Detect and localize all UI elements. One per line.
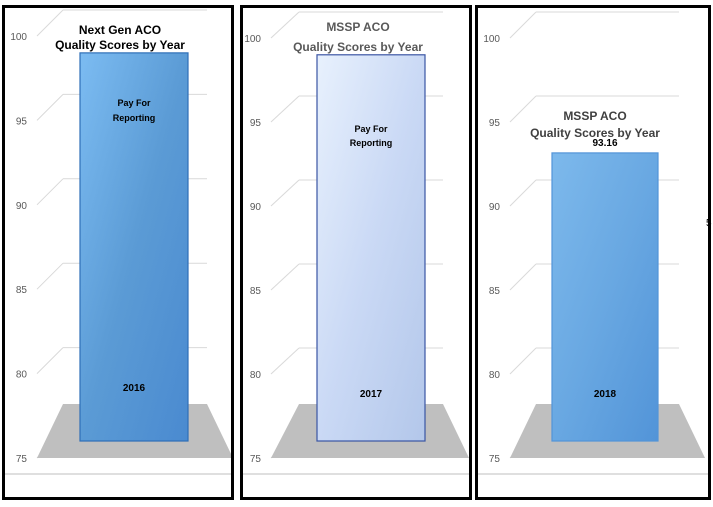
bar-annotation: Reporting xyxy=(350,138,393,148)
chart-title-line: Quality Scores by Year xyxy=(530,126,660,140)
chart-mssp-aco-2018: 75 80 85 90 95 100 MSSP ACO Quality Scores by Y… xyxy=(478,11,708,475)
y-tick-label: 85 xyxy=(250,286,262,297)
gridline-diagonal xyxy=(509,95,537,123)
gridline-diagonal xyxy=(270,179,300,207)
y-tick-label: 80 xyxy=(250,370,262,381)
gridline-diagonal xyxy=(509,179,537,207)
chart-title-line: MSSP ACO xyxy=(563,109,626,123)
bar-2018 xyxy=(551,152,659,442)
chart-panel-mssp-2018: 75 80 85 90 95 100 MSSP ACO Quality Scores by Y… xyxy=(475,5,711,500)
gridline-diagonal xyxy=(36,94,64,121)
gridline-diagonal xyxy=(509,11,537,39)
gridline-diagonal xyxy=(36,347,64,374)
chart-title-line: Quality Scores by Year xyxy=(293,40,423,54)
y-tick-label: 75 xyxy=(16,454,28,465)
y-tick-label: 100 xyxy=(244,34,261,45)
stray-text: 5 xyxy=(706,218,712,229)
chart-title-line: MSSP ACO xyxy=(326,20,389,34)
chart-title-line: Quality Scores by Year xyxy=(55,38,185,52)
y-tick-label: 80 xyxy=(16,370,28,381)
y-tick-label: 90 xyxy=(250,202,262,213)
y-tick-label: 90 xyxy=(16,201,28,212)
y-tick-label: 80 xyxy=(489,370,501,381)
y-tick-label: 75 xyxy=(489,454,501,465)
y-tick-label: 90 xyxy=(489,202,501,213)
chart-panel-next-gen-2016: 75 80 85 90 95 100 Next Gen ACO Quality Scores … xyxy=(2,5,234,500)
y-tick-label: 95 xyxy=(489,118,501,129)
gridline-diagonal xyxy=(270,263,300,291)
gridline-diagonal xyxy=(36,178,64,206)
chart-mssp-aco-2017: 75 80 85 90 95 100 MSSP ACO Quality Scores by Y… xyxy=(243,11,469,475)
gridline-diagonal xyxy=(270,11,300,39)
bar-2016 xyxy=(79,52,189,442)
bar-annotation: Pay For xyxy=(117,98,151,108)
y-tick-label: 95 xyxy=(250,118,262,129)
bar-2017 xyxy=(316,54,426,442)
gridline-diagonal xyxy=(509,347,537,375)
gridline-diagonal xyxy=(270,347,300,375)
y-tick-label: 100 xyxy=(483,34,500,45)
x-category-label: 2016 xyxy=(123,383,146,394)
y-tick-label: 85 xyxy=(489,286,501,297)
y-tick-label: 95 xyxy=(16,116,28,127)
chart-panel-mssp-2017: 75 80 85 90 95 100 MSSP ACO Quality Scores by Y… xyxy=(240,5,472,500)
y-tick-label: 75 xyxy=(250,454,262,465)
y-tick-label: 100 xyxy=(10,32,27,43)
data-label: 93.16 xyxy=(592,138,617,149)
bar-annotation: Pay For xyxy=(354,124,388,134)
x-category-label: 2018 xyxy=(594,389,617,400)
chart-title-line: Next Gen ACO xyxy=(79,23,161,37)
gridline-diagonal xyxy=(270,95,300,123)
gridline-diagonal xyxy=(509,263,537,291)
bar-annotation: Reporting xyxy=(113,113,156,123)
gridline-diagonal xyxy=(36,262,64,290)
x-category-label: 2017 xyxy=(360,389,383,400)
y-tick-label: 85 xyxy=(16,285,28,296)
gridline-diagonal xyxy=(36,9,64,37)
